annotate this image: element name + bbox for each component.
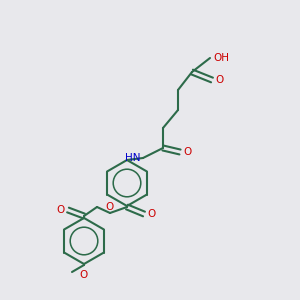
Text: O: O bbox=[80, 270, 88, 280]
Text: O: O bbox=[147, 209, 155, 219]
Text: O: O bbox=[183, 147, 191, 157]
Text: O: O bbox=[106, 202, 114, 212]
Text: O: O bbox=[57, 205, 65, 215]
Text: O: O bbox=[215, 75, 223, 85]
Text: HN: HN bbox=[124, 153, 140, 163]
Text: OH: OH bbox=[213, 53, 229, 63]
